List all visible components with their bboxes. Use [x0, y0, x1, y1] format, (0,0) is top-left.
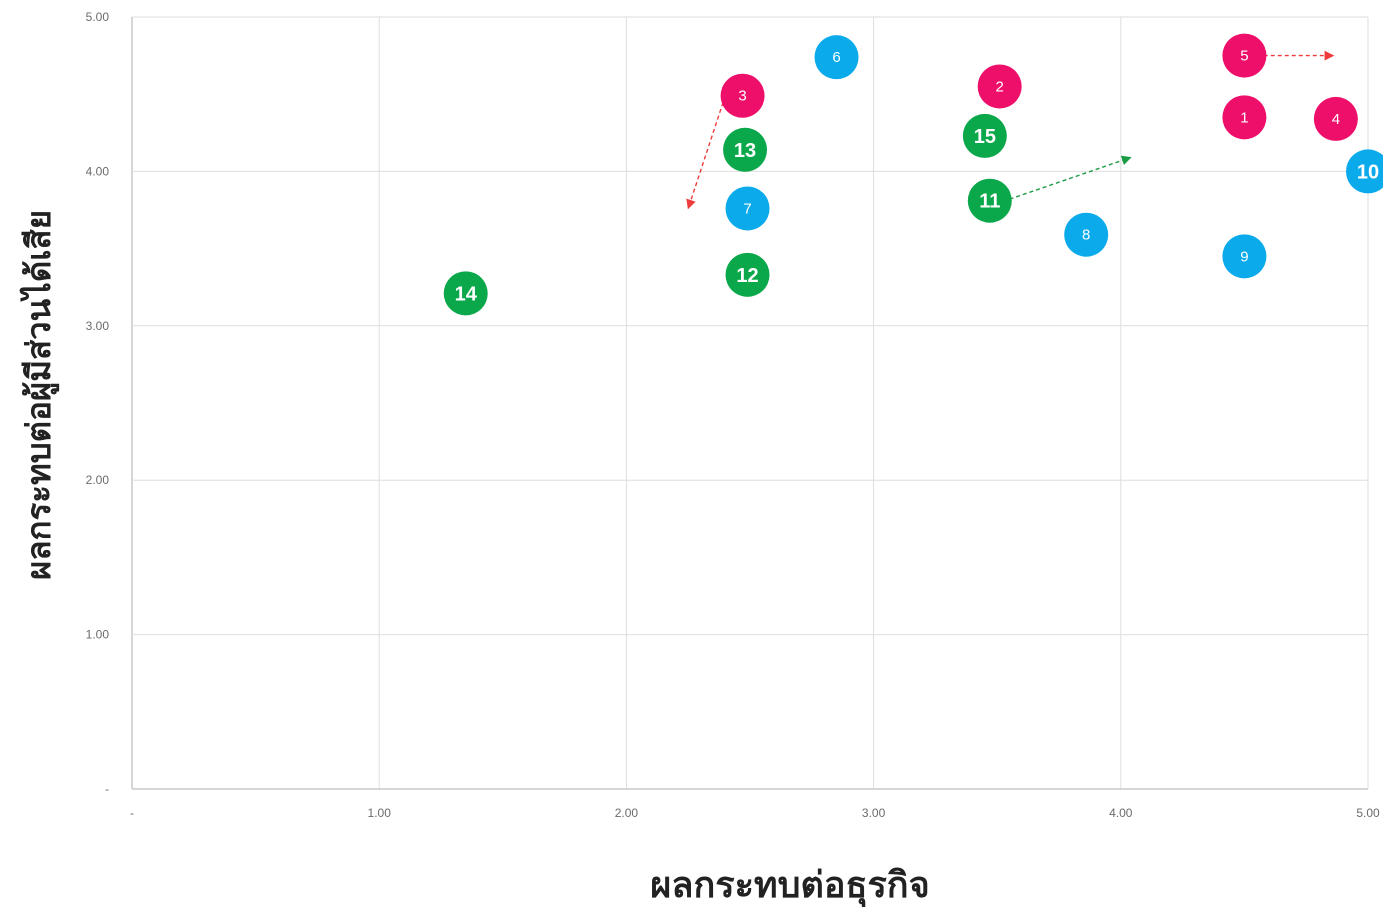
data-point-label: 1: [1240, 109, 1248, 126]
data-point-label: 8: [1082, 227, 1090, 244]
data-point-5: 5: [1222, 33, 1267, 78]
x-axis-title: ผลกระทบต่อธุรกิจ: [650, 865, 929, 908]
y-tick-label: 3.00: [86, 319, 110, 333]
data-point-7: 7: [725, 186, 770, 231]
data-point-10: 10: [1346, 149, 1383, 194]
x-tick-label: 5.00: [1356, 806, 1380, 820]
data-point-marker: [723, 127, 768, 172]
data-point-marker: [725, 252, 770, 297]
trend-arrows: [686, 50, 1335, 210]
data-point-marker: [1346, 149, 1383, 194]
x-tick-label: -: [130, 806, 134, 820]
data-point-9: 9: [1222, 234, 1267, 279]
data-point-marker: [1222, 95, 1267, 140]
x-axis-ticks: - 1.00 2.00 3.00 4.00 5.00: [130, 806, 1380, 820]
data-point-marker: [720, 73, 765, 118]
y-tick-label: -: [105, 782, 109, 796]
grid-lines: [131, 16, 1369, 790]
data-point-label: 14: [455, 283, 478, 305]
trend-arrow: [686, 95, 726, 210]
data-point-11: 11: [967, 178, 1012, 223]
data-point-marker: [443, 271, 488, 316]
data-point-marker: [725, 186, 770, 231]
data-point-12: 12: [725, 252, 770, 297]
data-point-marker: [1222, 234, 1267, 279]
data-point-label: 3: [738, 88, 746, 105]
y-tick-label: 1.00: [86, 628, 110, 642]
y-axis-ticks: - 1.00 2.00 3.00 4.00 5.00: [86, 10, 110, 796]
x-tick-label: 4.00: [1109, 806, 1133, 820]
data-point-4: 4: [1313, 96, 1358, 141]
data-point-marker: [1064, 212, 1109, 257]
y-tick-label: 5.00: [86, 10, 110, 24]
data-point-14: 14: [443, 271, 488, 316]
data-point-label: 10: [1357, 161, 1379, 183]
data-point-label: 12: [736, 265, 758, 287]
y-tick-label: 4.00: [86, 164, 110, 178]
data-point-label: 6: [832, 49, 840, 66]
data-point-label: 2: [996, 78, 1004, 95]
y-axis-title: ผลกระทบต่อผู้มีส่วนได้เสีย: [19, 210, 60, 580]
data-point-label: 15: [974, 126, 996, 148]
data-point-13: 13: [723, 127, 768, 172]
data-point-marker: [814, 35, 859, 80]
data-point-label: 13: [734, 140, 756, 162]
data-point-2: 2: [977, 64, 1022, 109]
x-tick-label: 2.00: [615, 806, 639, 820]
data-point-marker: [1313, 96, 1358, 141]
x-tick-label: 3.00: [862, 806, 886, 820]
data-point-marker: [1222, 33, 1267, 78]
data-point-marker: [962, 113, 1007, 158]
data-point-label: 5: [1240, 48, 1248, 65]
data-point-6: 6: [814, 35, 859, 80]
x-tick-label: 1.00: [368, 806, 392, 820]
data-point-15: 15: [962, 113, 1007, 158]
data-point-label: 9: [1240, 248, 1248, 265]
data-point-marker: [967, 178, 1012, 223]
data-point-label: 7: [743, 200, 751, 217]
y-tick-label: 2.00: [86, 473, 110, 487]
data-point-1: 1: [1222, 95, 1267, 140]
data-point-label: 4: [1332, 111, 1340, 128]
data-point-label: 11: [979, 191, 1000, 213]
trend-arrow: [1009, 155, 1132, 200]
data-point-8: 8: [1064, 212, 1109, 257]
data-point-3: 3: [720, 73, 765, 118]
data-point-marker: [977, 64, 1022, 109]
